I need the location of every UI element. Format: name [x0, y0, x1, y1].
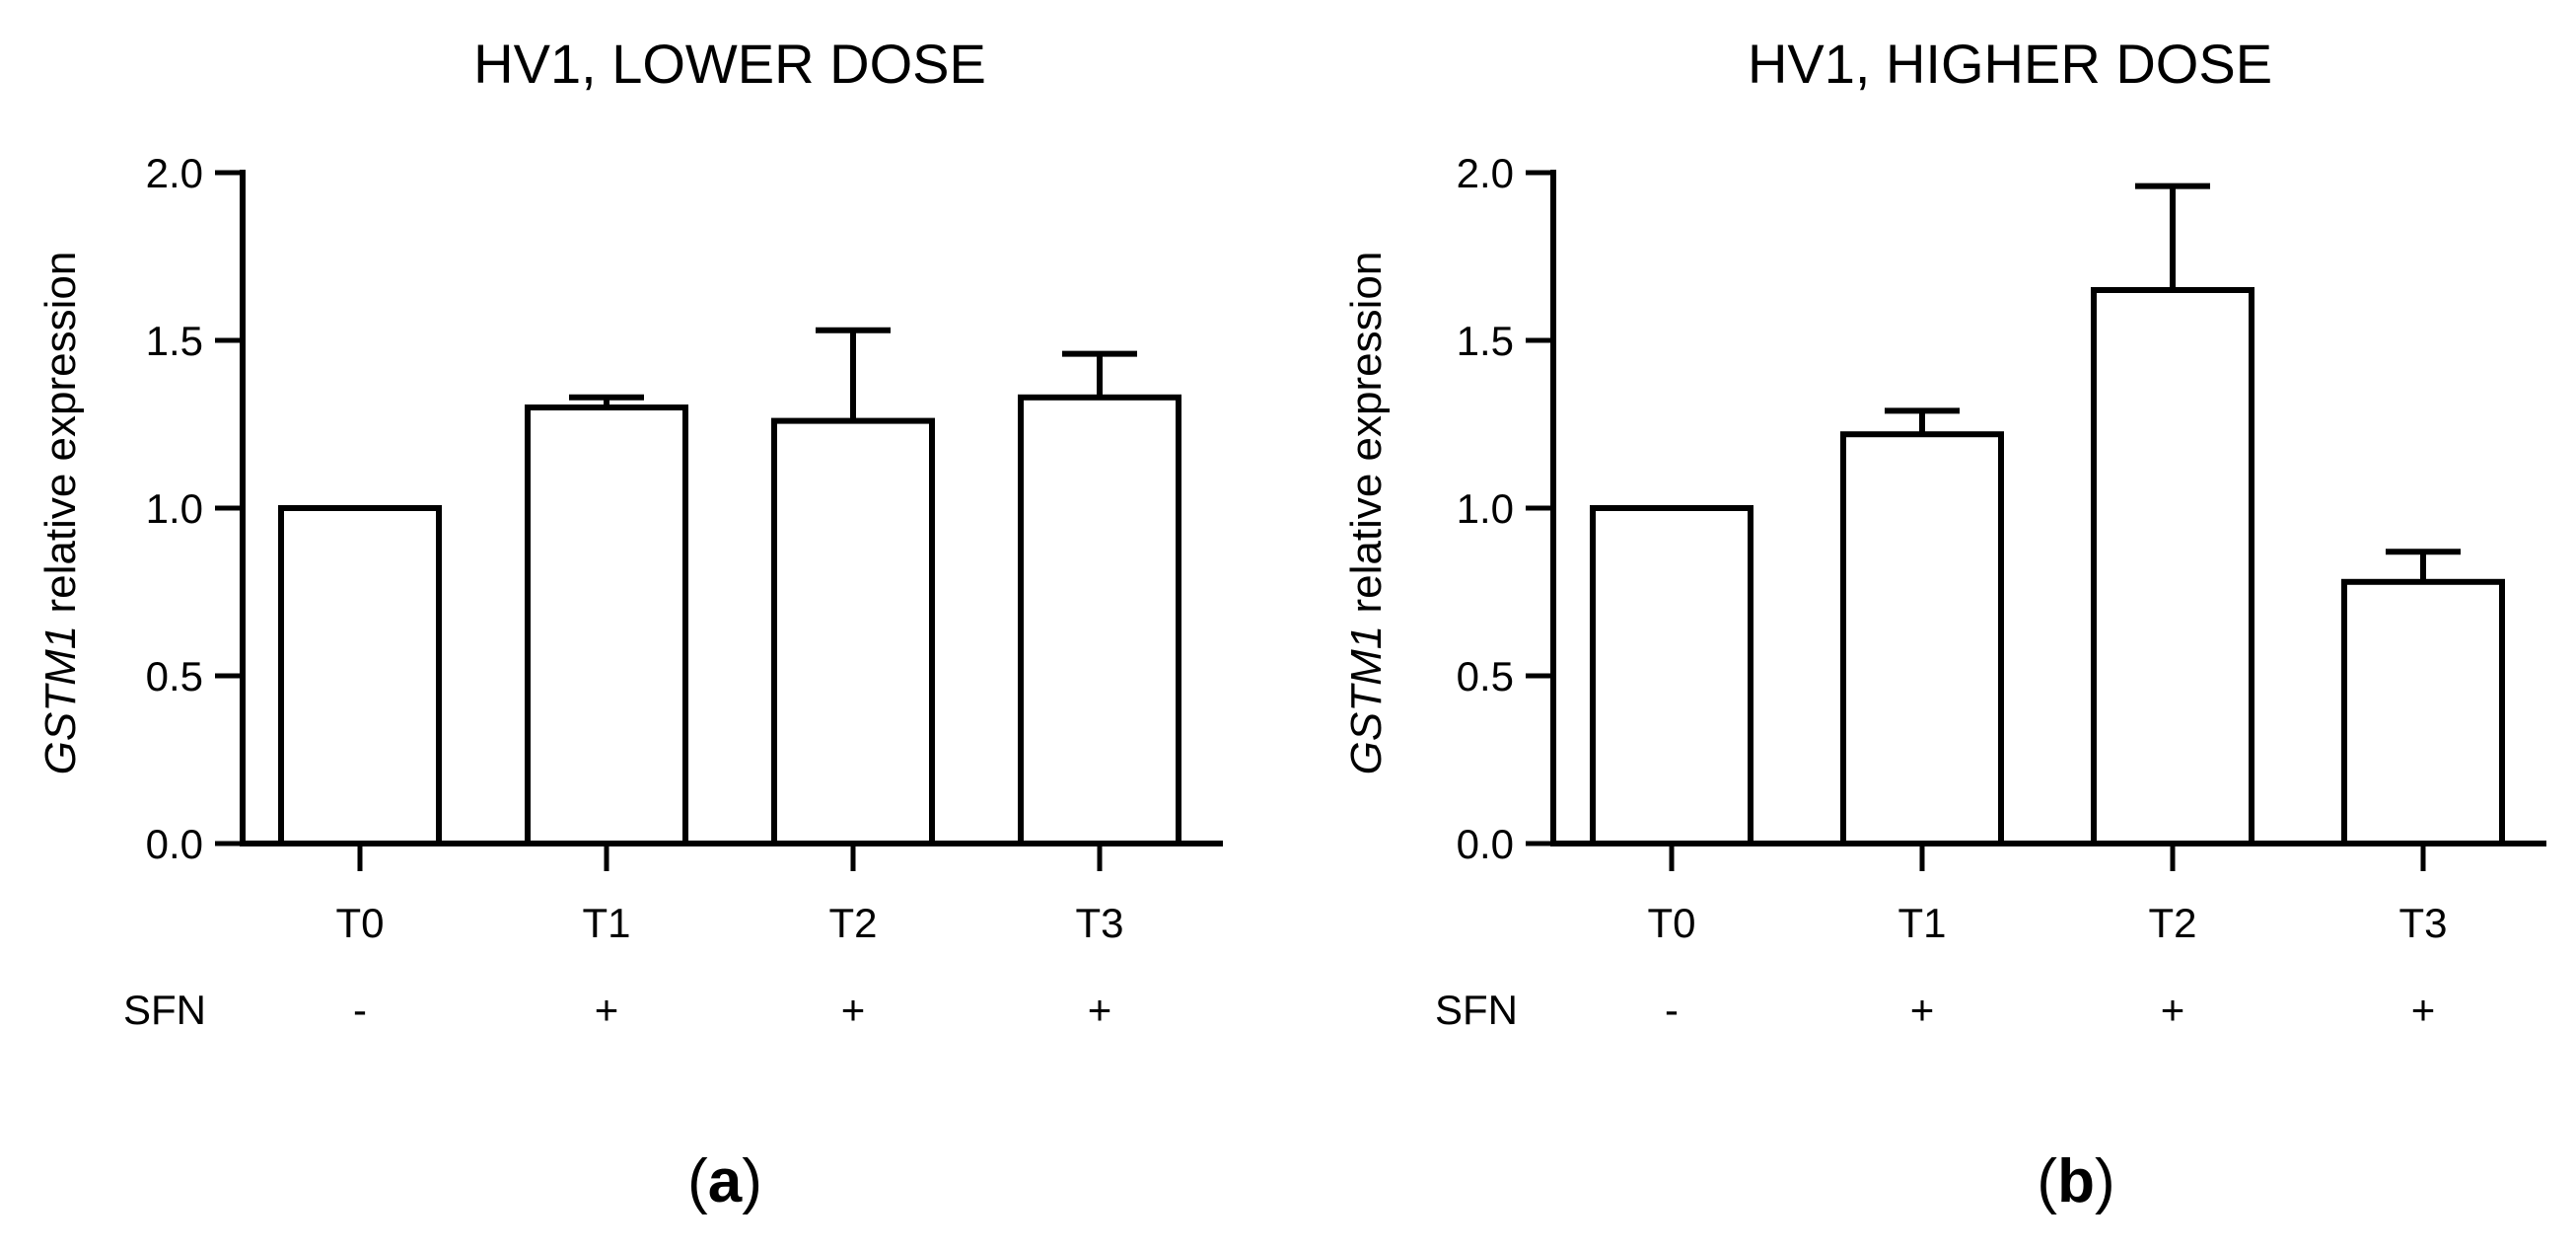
bar-t1 — [525, 404, 688, 846]
x-tick-label: T2 — [2148, 900, 2196, 946]
chart-title: HV1, LOWER DOSE — [473, 33, 986, 95]
treatment-value: - — [353, 987, 367, 1033]
y-tick-label: 0.5 — [1457, 653, 1514, 699]
y-tick-label: 1.0 — [146, 485, 203, 532]
y-axis-label-gene: GSTM1 — [36, 625, 85, 775]
panel-label: (a) — [687, 1147, 762, 1215]
chart-title: HV1, HIGHER DOSE — [1748, 33, 2272, 95]
treatment-value: + — [2411, 987, 2436, 1033]
y-axis-label: GSTM1 relative expression — [1342, 252, 1391, 775]
y-tick-label: 0.0 — [146, 821, 203, 867]
plot-area: 0.0 0.5 1.0 1.5 2.0 T0 - T1 + T2 + T3 + — [1457, 150, 2546, 1033]
y-axis-label-text: relative expression — [36, 252, 85, 625]
treatment-value: + — [1910, 987, 1935, 1033]
x-tick-label: T1 — [582, 900, 630, 946]
bar-t2 — [771, 417, 935, 846]
treatment-value: + — [595, 987, 619, 1033]
bar-t2 — [2091, 287, 2254, 846]
x-tick-label: T0 — [335, 900, 384, 946]
y-tick-label: 1.0 — [1457, 485, 1514, 532]
treatment-value: + — [1088, 987, 1112, 1033]
chart-panel-a: HV1, LOWER DOSE GSTM1 relative expressio… — [36, 33, 1223, 1215]
chart-panel-b: HV1, HIGHER DOSE GSTM1 relative expressi… — [1342, 33, 2546, 1215]
y-tick-label: 2.0 — [146, 150, 203, 196]
y-axis-label: GSTM1 relative expression — [36, 252, 85, 775]
bar-t3 — [1018, 394, 1181, 846]
y-axis-label-text: relative expression — [1342, 252, 1391, 625]
y-axis-label-gene: GSTM1 — [1342, 625, 1391, 775]
x-tick-label: T2 — [828, 900, 877, 946]
y-tick-label: 0.0 — [1457, 821, 1514, 867]
x-tick-label: T3 — [1075, 900, 1123, 946]
treatment-label: SFN — [1435, 987, 1518, 1033]
plot-area: 0.0 0.5 1.0 1.5 2.0 T0 - T1 + T2 + T3 + — [146, 150, 1223, 1033]
x-tick-label: T0 — [1647, 900, 1695, 946]
x-tick-label: T3 — [2398, 900, 2447, 946]
treatment-value: + — [2161, 987, 2185, 1033]
bar-t0 — [1590, 505, 1753, 846]
treatment-value: - — [1665, 987, 1679, 1033]
bar-t0 — [278, 505, 442, 846]
bar-t1 — [1840, 431, 2004, 846]
treatment-label: SFN — [123, 987, 206, 1033]
y-tick-label: 2.0 — [1457, 150, 1514, 196]
panel-label: (b) — [2037, 1147, 2114, 1215]
x-tick-label: T1 — [1897, 900, 1946, 946]
bar-t3 — [2341, 578, 2505, 846]
y-tick-label: 1.5 — [146, 318, 203, 364]
treatment-value: + — [841, 987, 866, 1033]
y-tick-label: 1.5 — [1457, 318, 1514, 364]
y-tick-label: 0.5 — [146, 653, 203, 699]
